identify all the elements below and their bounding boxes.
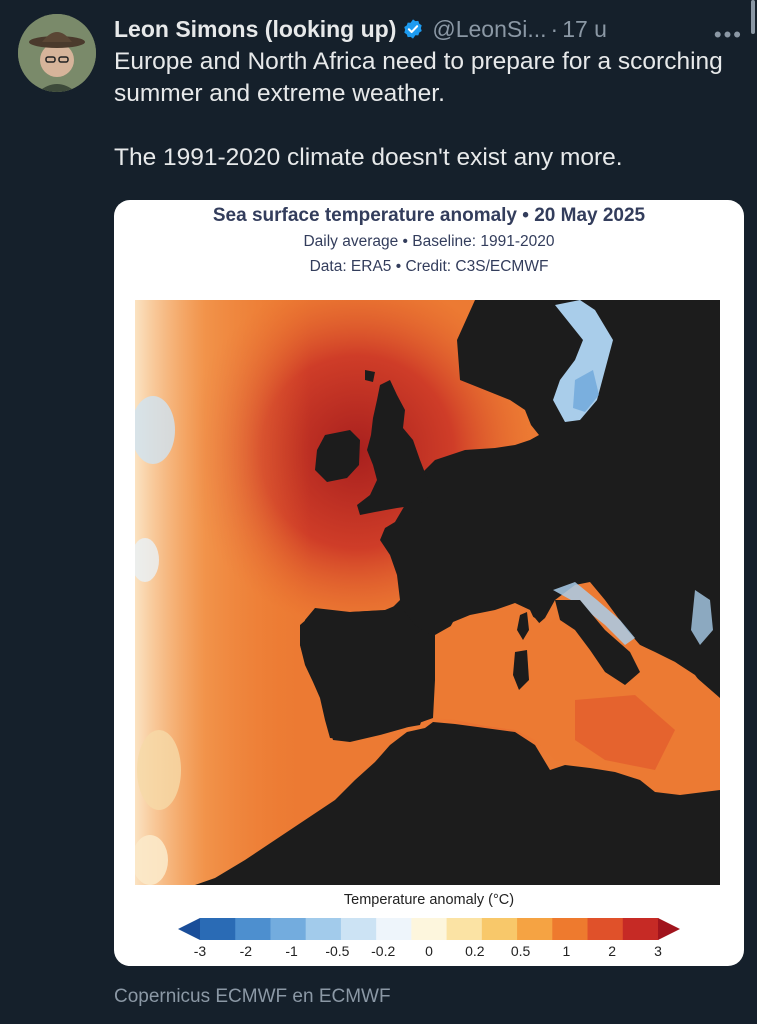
colorbar-tick-label: -1 [285, 943, 298, 959]
colorbar-segment [587, 918, 624, 940]
tweet-text: Europe and North Africa need to prepare … [114, 46, 734, 174]
sst-anomaly-map [135, 300, 720, 885]
colorbar-segment [305, 918, 342, 940]
media-image[interactable]: Sea surface temperature anomaly • 20 May… [114, 200, 744, 966]
colorbar-tick-label: -0.2 [371, 943, 396, 959]
separator-dot: · [550, 15, 559, 42]
author-handle[interactable]: @LeonSi... [432, 15, 547, 42]
ireland-landmass [315, 430, 360, 482]
colorbar-tick-label: 0 [425, 943, 433, 959]
colorbar-segment [622, 918, 659, 940]
verified-badge-icon [402, 18, 424, 40]
map-subtitle: Daily average • Baseline: 1991-2020 [303, 233, 555, 250]
tweet-header: Leon Simons (looking up) @LeonSi... · 17… [114, 12, 737, 46]
colorbar-tick-label: -3 [193, 943, 207, 959]
colorbar-ticks: -3 -2 -1 -0.5 -0.2 0 0.2 0.5 1 2 3 [114, 943, 744, 963]
tweet-text-line: Europe and North Africa need to prepare … [114, 48, 723, 107]
map-credit: Data: ERA5 • Credit: C3S/ECMWF [309, 258, 549, 275]
more-options-icon[interactable]: ••• [713, 22, 743, 47]
colorbar-segment [411, 918, 448, 940]
colorbar-tick-label: 3 [654, 943, 662, 959]
map-title: Sea surface temperature anomaly • 20 May… [212, 205, 646, 226]
colorbar-segment [376, 918, 412, 940]
timestamp[interactable]: 17 u [562, 15, 607, 42]
great-britain-landmass [357, 380, 431, 515]
scrollbar[interactable] [751, 0, 755, 34]
colorbar [178, 918, 680, 940]
colorbar-tick-label: -2 [239, 943, 253, 959]
colorbar-segment [517, 918, 553, 940]
colorbar-arrow-low [178, 918, 200, 940]
colorbar-tick-label: 1 [562, 943, 571, 959]
colorbar-tick-label: 0.5 [510, 943, 531, 959]
legend-title: Temperature anomaly (°C) [343, 892, 515, 908]
colorbar-segment [270, 918, 307, 940]
iberia-landmass [300, 605, 435, 742]
avatar[interactable] [18, 14, 96, 92]
colorbar-segment [446, 918, 483, 940]
colorbar-segment [235, 918, 271, 940]
italy-landmass [555, 600, 640, 685]
colorbar-tick-label: 0.2 [465, 943, 485, 959]
colorbar-segment [340, 918, 377, 940]
colorbar-segment [552, 918, 589, 940]
author-name[interactable]: Leon Simons (looking up) [114, 15, 397, 42]
source-attribution[interactable]: Copernicus ECMWF en ECMWF [114, 986, 391, 1007]
colorbar-arrow-high [658, 918, 680, 940]
colorbar-tick-label: -0.5 [325, 943, 350, 959]
colorbar-segment [200, 918, 236, 940]
africa-landmass [195, 722, 720, 885]
colorbar-tick-label: 2 [608, 943, 617, 959]
colorbar-segment [481, 918, 518, 940]
tweet-text-line: The 1991-2020 climate doesn't exist any … [114, 144, 623, 171]
